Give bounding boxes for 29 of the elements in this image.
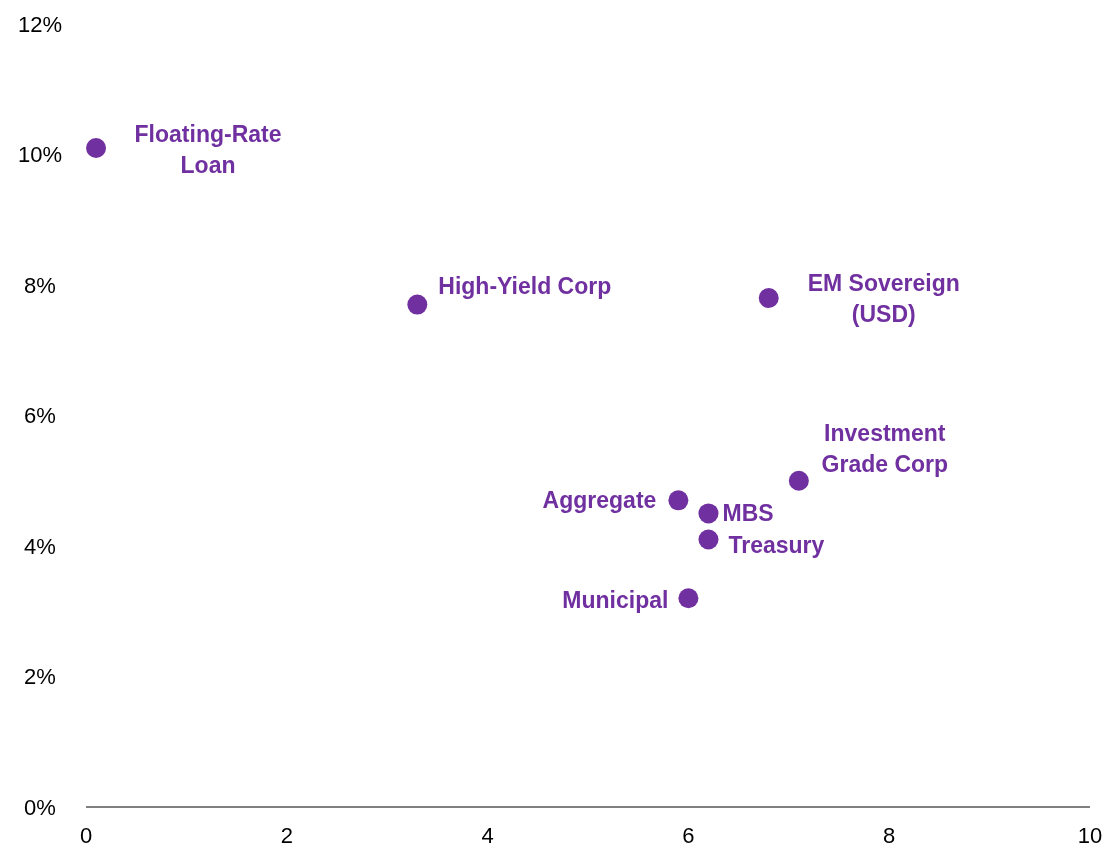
annotation: Municipal (562, 587, 669, 614)
y-tick-label: 6% (24, 403, 56, 428)
y-tick-label: 0% (24, 794, 56, 820)
point (758, 288, 779, 309)
point (678, 588, 699, 609)
x-tick-label: 6 (682, 823, 695, 848)
x-tick-label: 2 (280, 823, 293, 848)
annotation: Investment Grade Corp (821, 419, 949, 477)
y-tick-label: 4% (24, 533, 56, 559)
x-tick-label: 4 (481, 823, 494, 848)
annotation: MBS (722, 500, 774, 527)
y-tick-label: 8% (24, 272, 56, 298)
y-tick-label: 12% (17, 11, 63, 37)
point (698, 503, 719, 524)
annotation: Treasury (728, 532, 825, 559)
point (698, 529, 719, 550)
y-tick-label: 10% (17, 142, 63, 167)
point (407, 294, 428, 315)
x-tick-label: 8 (883, 823, 896, 848)
annotation: Floating-Rate Loan (134, 120, 282, 178)
point (86, 137, 107, 158)
annotation: High-Yield Corp (438, 272, 612, 299)
annotation: Aggregate (542, 487, 657, 514)
point (668, 490, 689, 511)
x-tick-label: 10 (1077, 823, 1103, 848)
point (788, 470, 809, 491)
x-tick-label: 0 (79, 823, 93, 848)
annotation: EM Sovereign (USD) (807, 270, 960, 328)
y-tick-label: 2% (24, 664, 56, 689)
